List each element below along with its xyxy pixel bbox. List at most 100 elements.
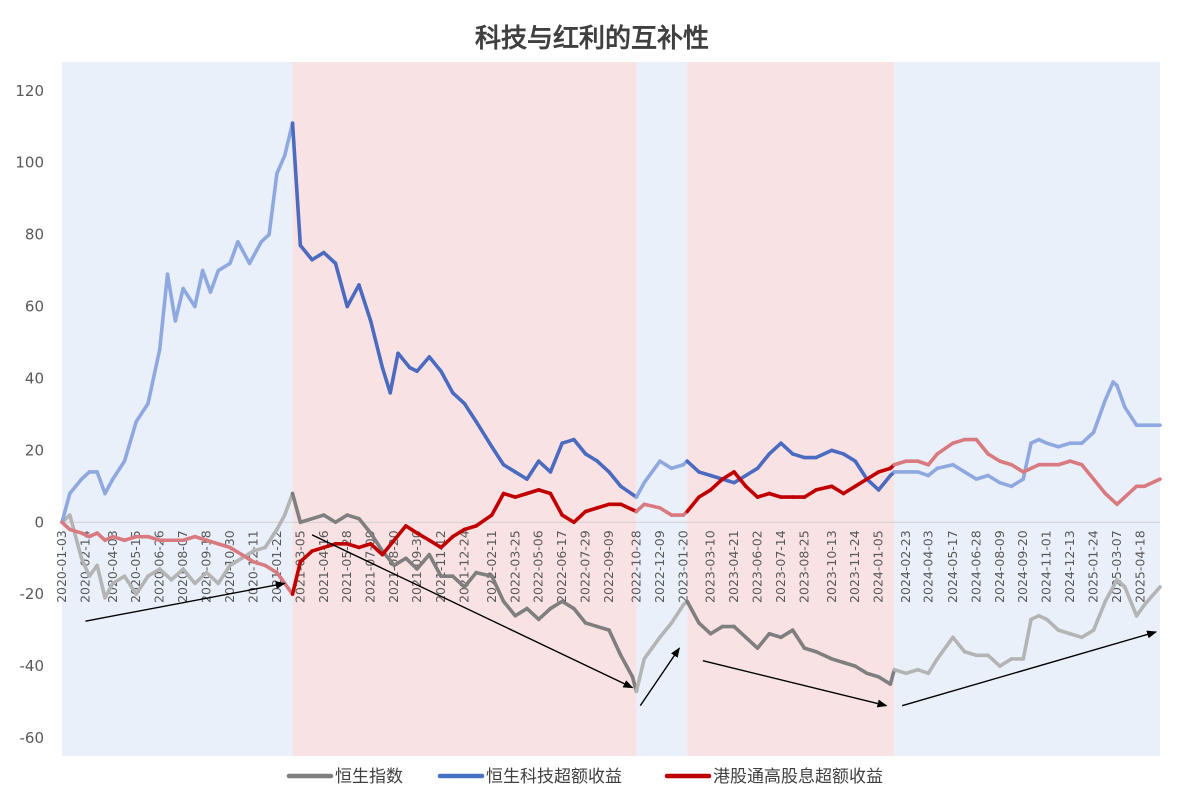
series-segment-0 [345,513,361,521]
series-segment-1 [1115,383,1127,410]
series-segment-2 [310,545,326,553]
y-tick-label: 20 [25,441,44,459]
series-segment-2 [583,506,600,514]
series-segment-1 [685,459,701,474]
series-segment-0 [829,657,846,665]
series-segment-1 [926,466,940,478]
series-segment-1 [853,459,869,481]
series-segment-0 [642,635,662,661]
series-segment-2 [974,437,990,456]
series-segment-2 [1091,477,1108,496]
series-segment-1 [462,401,478,424]
series-segment-2 [802,488,818,499]
x-tick-label: 2021-11-12 [433,530,448,603]
x-tick-label: 2023-08-25 [796,530,811,603]
x-tick-label: 2025-04-18 [1132,530,1147,603]
y-tick-label: 40 [25,369,44,387]
y-tick-label: 0 [34,513,44,531]
x-tick-label: 2023-03-10 [703,530,718,603]
series-segment-1 [228,239,240,266]
series-segment-2 [146,534,162,543]
series-segment-0 [560,599,576,611]
series-segment-1 [1056,441,1072,449]
series-segment-2 [251,560,267,568]
series-segment-2 [986,452,1002,463]
series-segment-1 [513,470,529,481]
series-segment-1 [322,250,338,266]
series-segment-1 [275,153,287,176]
series-segment-0 [572,606,588,625]
series-segment-0 [95,563,107,600]
series-segment-2 [525,488,541,496]
series-segment-0 [122,574,139,596]
series-segment-2 [658,506,674,517]
trend-arrow-3 [702,660,888,708]
x-tick-label: 2022-07-29 [578,530,593,603]
series-segment-1 [103,477,115,496]
series-segment-2 [1103,491,1119,507]
series-segment-0 [697,621,713,636]
x-tick-label: 2023-04-21 [726,530,741,603]
trend-arrows [85,534,1158,708]
series-segment-2 [595,502,611,510]
series-segment-1 [380,365,393,395]
series-segment-2 [841,484,858,496]
x-tick-label: 2022-03-25 [507,530,522,603]
legend: 恒生指数 恒生科技超额收益 港股通高股息超额收益 [286,767,883,787]
series-segment-0 [607,628,623,658]
series-segment-2 [926,452,940,467]
series-segment-0 [404,556,419,571]
series-segment-1 [95,470,107,496]
series-segment-1 [755,452,772,471]
series-segment-1 [193,268,205,309]
x-tick-label: 2024-02-23 [898,530,913,603]
x-tick-label: 2022-10-28 [628,530,643,603]
series-segment-2 [392,524,408,543]
series-segment-1 [1009,477,1026,489]
series-segment-0 [501,599,518,618]
series-segment-1 [357,283,373,323]
series-segment-1 [814,448,834,460]
x-tick-label: 2024-12-13 [1062,530,1077,603]
x-tick-label: 2023-06-02 [750,530,765,603]
series-segment-0 [146,567,162,579]
series-segment-1 [618,484,639,499]
series-segment-2 [290,560,303,596]
series-segment-2 [204,538,221,546]
x-tick-label: 2020-01-03 [54,530,69,603]
series-segment-0 [513,606,529,618]
series-segment-0 [876,675,893,686]
series-segment-2 [685,495,701,514]
regime-band-tech-4 [894,62,1160,756]
series-segment-2 [536,488,553,496]
series-segment-0 [310,513,326,521]
series-segment-1 [962,470,979,481]
series-segment-2 [501,491,518,499]
series-segment-0 [474,570,494,579]
x-tick-label: 2022-12-09 [652,530,667,603]
series-segment-2 [997,459,1014,467]
legend-label: 恒生科技超额收益 [486,767,622,787]
series-segment-0 [536,606,553,622]
series-segment-1 [310,250,326,262]
series-segment-2 [368,542,385,557]
series-segment-1 [501,462,518,474]
series-segment-1 [536,459,553,474]
series-segment-2 [193,534,209,543]
series-segment-0 [290,491,303,525]
series-segment-1 [915,470,931,478]
series-lines [60,121,1162,694]
series-segment-1 [935,462,955,471]
series-segment-1 [697,470,713,478]
x-tick-label: 2021-04-16 [316,530,331,603]
series-segment-1 [333,261,350,309]
series-segment-2 [744,484,760,499]
series-segment-0 [282,491,295,517]
series-segment-0 [1103,578,1119,604]
series-segment-2 [560,513,576,525]
series-segment-1 [368,319,385,370]
series-segment-1 [634,480,647,499]
series-segment-1 [290,121,303,248]
regime-backgrounds [62,62,1160,756]
series-segment-0 [462,570,478,589]
